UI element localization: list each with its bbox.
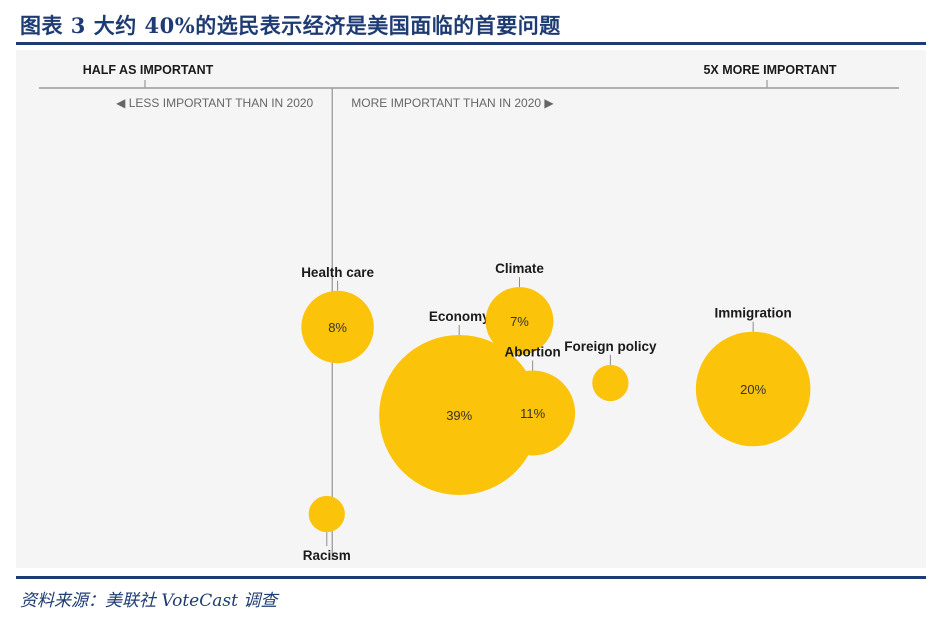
direction-label-less: ◀ LESS IMPORTANT THAN IN 2020 [116, 96, 313, 110]
bubble-immigration [695, 331, 811, 447]
direction-label-more: MORE IMPORTANT THAN IN 2020 ▶ [351, 96, 554, 110]
bubble-racism [308, 495, 345, 533]
bubble-name-abortion: Abortion [505, 345, 561, 360]
bubble-value-health-care: 8% [328, 320, 347, 335]
bubble-name-health-care: Health care [301, 265, 374, 280]
bubble-climate [485, 287, 554, 355]
bubble-value-abortion: 11% [520, 406, 545, 421]
title-rule [16, 42, 926, 45]
axis-tick-label-half-as-important: HALF AS IMPORTANT [83, 63, 214, 77]
bubble-name-foreign-policy: Foreign policy [564, 339, 657, 354]
bubble-value-climate: 7% [510, 314, 529, 329]
bubble-name-climate: Climate [495, 261, 544, 276]
source-rule [16, 576, 926, 579]
bubble-value-economy: 39% [446, 408, 472, 423]
bubble-name-economy: Economy [429, 309, 490, 324]
bubble-health-care [301, 290, 374, 364]
source-note: 资料来源：美联社 VoteCast 调查 [20, 591, 278, 611]
bubble-economy [379, 335, 540, 495]
axis-tick-label-5x-more-important: 5X MORE IMPORTANT [703, 63, 836, 77]
bubble-name-immigration: Immigration [715, 306, 792, 321]
bubble-abortion [490, 370, 576, 456]
bubble-value-immigration: 20% [740, 382, 766, 397]
bubble-foreign-policy [592, 364, 629, 402]
figure-title: 图表 3 大约 40%的选民表示经济是美国面临的首要问题 [20, 13, 561, 38]
bubble-name-racism: Racism [303, 548, 351, 563]
